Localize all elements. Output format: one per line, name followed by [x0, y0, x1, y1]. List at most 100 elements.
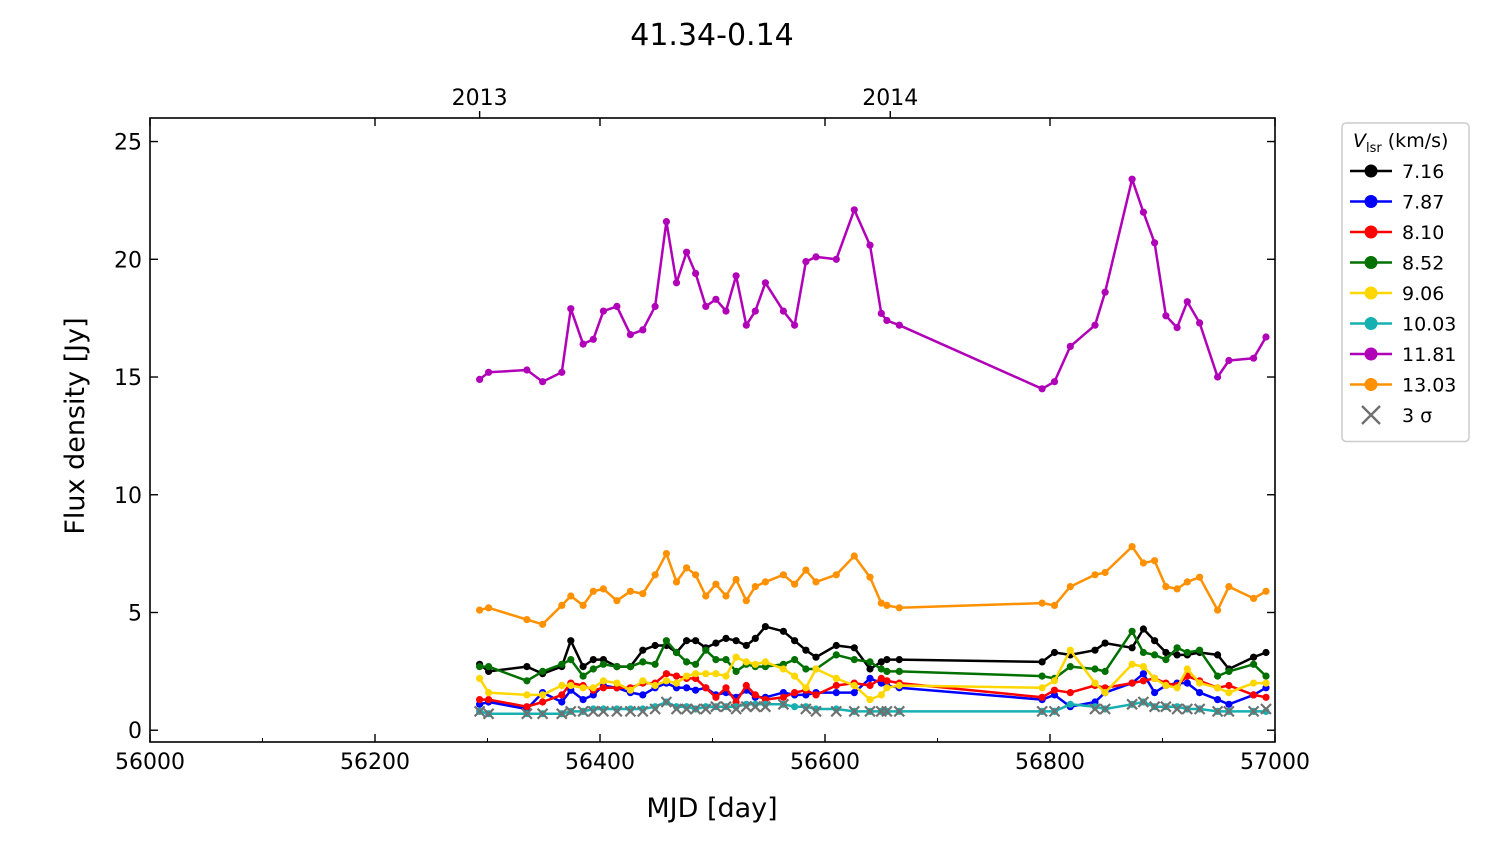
upper-limit-marker: [1247, 705, 1260, 718]
data-point: [895, 604, 903, 612]
data-point: [523, 366, 531, 374]
y-tick-label: 20: [114, 248, 142, 273]
data-point: [732, 272, 740, 280]
data-point: [639, 646, 647, 654]
data-point: [751, 307, 759, 315]
data-point: [702, 592, 710, 600]
data-point: [539, 667, 547, 676]
upper-limit-marker: [587, 705, 600, 718]
legend-marker: [1364, 286, 1378, 300]
data-point: [866, 674, 874, 683]
data-point: [883, 601, 891, 610]
plot-area: 56000 56200 56400 56600 56800 57000 0 5 10 15 20 25…: [114, 86, 1310, 775]
data-point: [567, 656, 575, 664]
data-point: [1262, 587, 1270, 595]
data-point: [1038, 693, 1046, 701]
data-point: [791, 689, 799, 697]
legend-label: 7.16: [1402, 161, 1444, 183]
data-point: [613, 302, 621, 310]
upper-limit-marker: [710, 700, 722, 713]
data-point: [1250, 354, 1258, 362]
upper-limit-marker: [1193, 703, 1206, 715]
data-point: [877, 691, 885, 699]
data-point: [651, 641, 659, 650]
top-axis-label: 2013: [452, 86, 508, 111]
data-point: [651, 571, 659, 579]
data-point: [613, 663, 621, 671]
upper-limit-marker: [1089, 703, 1101, 715]
data-point: [683, 672, 691, 680]
data-point: [558, 681, 566, 690]
data-point: [523, 663, 531, 671]
data-point: [742, 597, 750, 605]
data-point: [1262, 693, 1270, 701]
upper-limit-marker: [597, 705, 610, 718]
upper-limit-marker: [1148, 700, 1161, 713]
data-point: [1050, 378, 1059, 386]
data-point: [1250, 594, 1258, 603]
data-point: [751, 691, 759, 699]
data-point: [1196, 646, 1204, 654]
x-tick-label: 56400: [565, 750, 635, 775]
data-point: [599, 660, 608, 668]
upper-limit-marker: [1181, 703, 1194, 715]
data-point: [883, 677, 891, 685]
data-point: [558, 660, 566, 668]
data-point: [485, 696, 493, 704]
data-point: [791, 672, 799, 680]
x-tick-label: 56200: [340, 750, 410, 775]
data-point: [662, 218, 671, 226]
legend-label: 8.10: [1402, 222, 1444, 244]
data-point: [702, 670, 710, 678]
data-point: [651, 302, 659, 310]
data-point: [1250, 679, 1258, 687]
data-point: [485, 689, 493, 697]
data-point: [1066, 646, 1074, 654]
data-point: [866, 681, 874, 690]
data-point: [883, 667, 891, 676]
y-tick-label: 0: [128, 719, 142, 744]
data-point: [1162, 656, 1170, 664]
upper-limit-marker: [810, 705, 822, 718]
data-point: [476, 375, 484, 383]
data-point: [812, 691, 820, 699]
data-point: [1225, 583, 1233, 591]
data-point: [639, 658, 647, 666]
data-point: [866, 241, 874, 249]
data-point: [1038, 658, 1046, 666]
upper-limit-marker: [564, 705, 577, 718]
data-point: [791, 637, 799, 645]
upper-limit-marker: [482, 707, 495, 720]
data-point: [476, 606, 484, 614]
legend-entry-11.81: 11.81: [1350, 344, 1456, 366]
upper-limit-marker: [649, 703, 661, 715]
data-point: [883, 684, 891, 692]
data-point: [1162, 681, 1170, 690]
upper-limit-marker: [636, 705, 649, 718]
data-point: [523, 616, 531, 624]
data-point: [639, 691, 647, 699]
data-point: [791, 580, 799, 588]
upper-limit-marker: [555, 707, 568, 720]
data-point: [599, 684, 608, 692]
data-point: [1196, 689, 1204, 697]
upper-limit-marker: [1036, 705, 1048, 718]
data-point: [485, 663, 493, 671]
data-point: [1151, 557, 1159, 565]
data-point: [1139, 663, 1147, 671]
data-point: [558, 601, 566, 610]
legend-label: 9.06: [1402, 283, 1444, 305]
data-point: [1250, 653, 1258, 661]
data-point: [567, 681, 575, 690]
data-point: [832, 681, 840, 690]
data-point: [589, 684, 597, 692]
data-point: [639, 326, 647, 334]
data-point: [476, 663, 484, 671]
data-point: [579, 663, 587, 671]
upper-limit-marker: [689, 703, 702, 715]
upper-limit-marker: [1223, 705, 1235, 718]
data-point: [523, 703, 531, 711]
y-tick-label: 25: [114, 131, 142, 156]
chart-title: 41.34-0.14: [630, 18, 794, 53]
